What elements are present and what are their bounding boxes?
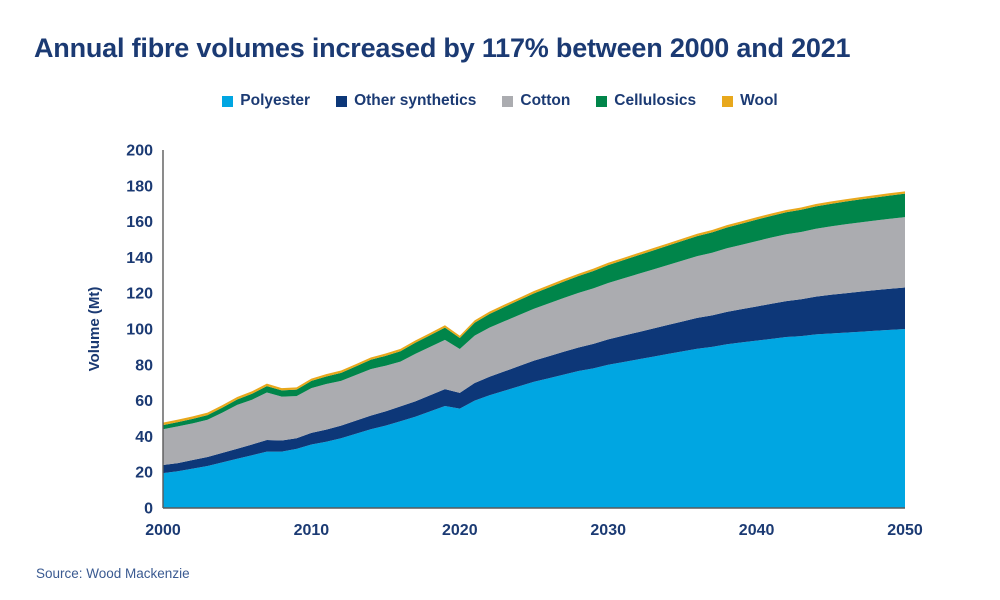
area-series-cellulosics [163,193,905,430]
plot-area: 0 20 40 60 80 100 120 140 160 180 200 2000 2010 2020 2… [0,130,1000,550]
legend-item-cotton[interactable]: Cotton [502,92,570,110]
y-tick-label: 140 [126,250,153,267]
legend-label: Cellulosics [614,92,697,109]
legend-item-polyester[interactable]: Polyester [222,92,310,110]
y-tick-label: 0 [144,501,153,518]
y-tick-label: 180 [126,178,153,195]
x-tick-label: 2030 [590,522,626,539]
legend-swatch-icon [722,95,734,107]
y-tick-label: 60 [135,393,153,410]
y-tick-label: 120 [126,286,153,303]
y-tick-label: 160 [126,214,153,231]
x-tick-label: 2020 [442,522,478,539]
legend-label: Polyester [240,92,311,109]
legend-swatch-icon [336,95,348,107]
area-series-polyester [163,329,905,508]
legend-swatch-icon [502,95,514,107]
legend-item-cellulosics[interactable]: Cellulosics [596,92,696,110]
x-tick-label: 2050 [887,522,923,539]
y-tick-label: 200 [126,143,153,160]
legend-item-other-synthetics[interactable]: Other synthetics [336,92,476,110]
x-tick-label: 2000 [145,522,181,539]
x-tick-label: 2010 [294,522,330,539]
legend-swatch-icon [596,95,608,107]
source-note: Source: Wood Mackenzie [36,566,190,581]
page-title: Annual fibre volumes increased by 117% b… [34,33,851,63]
chart-legend: Polyester Other synthetics Cotton Cellulosi… [0,92,1000,110]
area-series-other-synthetics [163,287,905,474]
legend-label: Cotton [520,92,571,109]
y-tick-label: 40 [135,429,153,446]
area-series-cotton [163,217,905,466]
legend-item-wool[interactable]: Wool [722,92,778,110]
legend-label: Wool [740,92,778,109]
y-tick-label: 20 [135,465,153,482]
y-axis-title: Volume (Mt) [86,287,103,372]
legend-swatch-icon [222,95,234,107]
x-tick-label: 2040 [739,522,775,539]
legend-label: Other synthetics [354,92,477,109]
y-tick-label: 100 [126,322,153,339]
y-tick-label: 80 [135,357,153,374]
